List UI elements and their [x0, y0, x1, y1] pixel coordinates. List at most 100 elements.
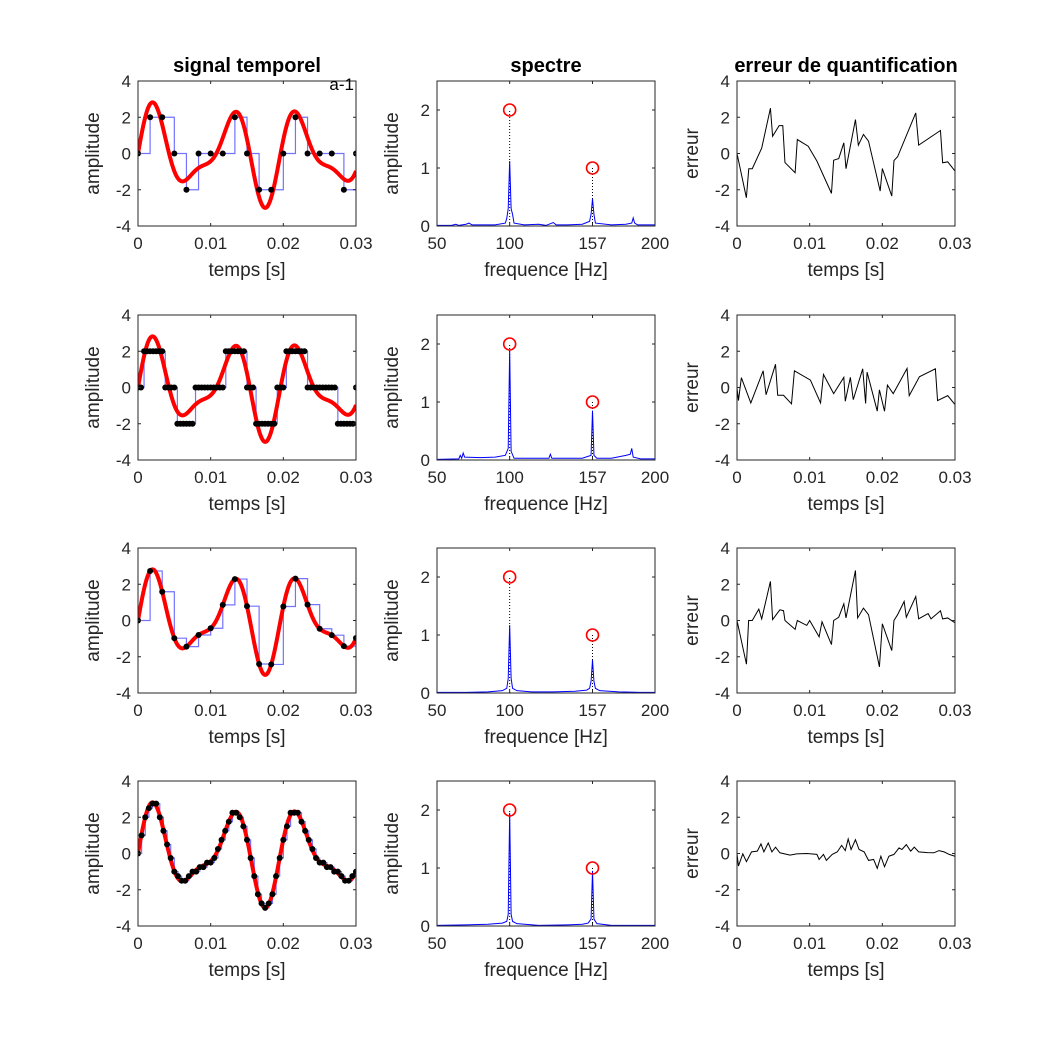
y-tick-label: 0 [122, 612, 131, 631]
sample-point [316, 150, 323, 157]
y-tick-label: 2 [421, 335, 430, 354]
spectrum-line [437, 625, 655, 693]
signal-panel-2: 0 0.01 0.02 0.03 -4 -2 0 2 4 temps [s] amplitude [83, 306, 373, 515]
y-tick-label: -4 [715, 684, 730, 703]
x-tick-label: 0.01 [793, 468, 826, 487]
x-tick-label: 100 [495, 468, 523, 487]
sample-point [195, 150, 202, 157]
x-axis-label: frequence [Hz] [484, 960, 608, 981]
plot-area [138, 334, 356, 444]
reference-marker [585, 395, 600, 409]
sample-point [328, 632, 335, 639]
y-tick-label: -4 [116, 451, 131, 470]
reference-marker [585, 161, 600, 175]
y-tick-label: -2 [116, 415, 131, 434]
sample-point [280, 384, 287, 391]
x-tick-label: 200 [641, 234, 669, 253]
x-tick-label: 0.03 [339, 934, 372, 953]
panel-annotation: a-1 [329, 75, 354, 94]
x-tick-label: 0 [133, 701, 142, 720]
sample-point [258, 900, 265, 907]
spectrum-panel-2: 50 100 157 200 0 1 2 frequence [Hz] amplitude [382, 314, 669, 515]
sample-point [219, 150, 226, 157]
x-tick-label: 0.01 [793, 234, 826, 253]
x-tick-label: 0 [133, 934, 142, 953]
plot-area [737, 108, 955, 198]
sample-point [200, 864, 207, 871]
y-tick-label: 1 [421, 159, 430, 178]
x-tick-label: 0 [732, 934, 741, 953]
y-tick-label: 0 [421, 451, 430, 470]
chart-title: erreur de quantification [734, 55, 957, 77]
sample-point [262, 904, 269, 911]
y-tick-label: 0 [122, 379, 131, 398]
sample-point [327, 864, 334, 871]
sample-point [233, 809, 240, 816]
x-tick-label: 100 [495, 934, 523, 953]
sample-point [349, 420, 356, 427]
x-tick-label: 0.03 [938, 934, 971, 953]
y-axis-label: amplitude [382, 579, 403, 661]
sample-point [301, 348, 308, 355]
sample-point [174, 873, 181, 880]
y-tick-label: 2 [122, 108, 131, 127]
sample-point [236, 814, 243, 821]
x-tick-label: 0.02 [267, 701, 300, 720]
sample-point [225, 818, 232, 825]
x-tick-label: 200 [641, 701, 669, 720]
sample-point [244, 150, 250, 157]
y-tick-label: 4 [122, 539, 131, 558]
sample-point [283, 823, 290, 830]
y-tick-label: 0 [122, 145, 131, 164]
x-tick-label: 0.02 [267, 934, 300, 953]
reference-marker [502, 803, 517, 817]
y-tick-label: 4 [721, 539, 730, 558]
y-axis-label: erreur [682, 127, 703, 178]
sample-point [183, 643, 190, 650]
x-tick-label: 0.03 [938, 701, 971, 720]
sample-point [193, 868, 200, 875]
sample-point [338, 873, 345, 880]
spectrum-line [437, 161, 655, 226]
sample-point [207, 150, 214, 157]
y-tick-label: -4 [116, 217, 131, 236]
sample-point [331, 384, 338, 391]
sample-point [265, 900, 272, 907]
x-axis-label: temps [s] [208, 494, 285, 515]
plot-area [737, 837, 955, 870]
sample-point [138, 384, 145, 391]
sample-point [280, 836, 287, 843]
spectrum-panel-3: 50 100 157 200 0 1 2 frequence [Hz] amplitude [382, 547, 669, 748]
sample-point [145, 805, 152, 812]
y-tick-label: 4 [721, 306, 730, 325]
y-tick-label: 0 [421, 917, 430, 936]
axes-box [736, 547, 956, 694]
y-tick-label: 4 [122, 72, 131, 91]
sample-point [353, 868, 356, 875]
sample-point [182, 877, 189, 884]
sample-point [159, 588, 166, 595]
sample-point [251, 873, 258, 880]
y-tick-label: -2 [116, 881, 131, 900]
x-tick-label: 0 [732, 234, 741, 253]
y-tick-label: 0 [721, 145, 730, 164]
sample-point [185, 873, 192, 880]
sample-point [244, 603, 250, 610]
spectrum-line [437, 349, 655, 460]
y-tick-label: -4 [116, 684, 131, 703]
sample-point [309, 845, 316, 852]
axes-box [436, 547, 656, 694]
x-tick-label: 0.03 [938, 234, 971, 253]
y-tick-label: 0 [721, 612, 730, 631]
x-tick-label: 50 [428, 234, 447, 253]
sample-point [345, 877, 352, 884]
sample-point [171, 868, 178, 875]
x-tick-label: 0.03 [339, 468, 372, 487]
spectrum-panel-1: 50 100 157 200 0 1 2 frequence [Hz] amplitude spe… [382, 55, 669, 281]
plot-area [737, 364, 955, 412]
chart-title: signal temporel [173, 55, 321, 77]
plot-area [737, 570, 955, 668]
sample-point [214, 845, 221, 852]
x-axis-label: temps [s] [807, 960, 884, 981]
sample-point [305, 836, 312, 843]
